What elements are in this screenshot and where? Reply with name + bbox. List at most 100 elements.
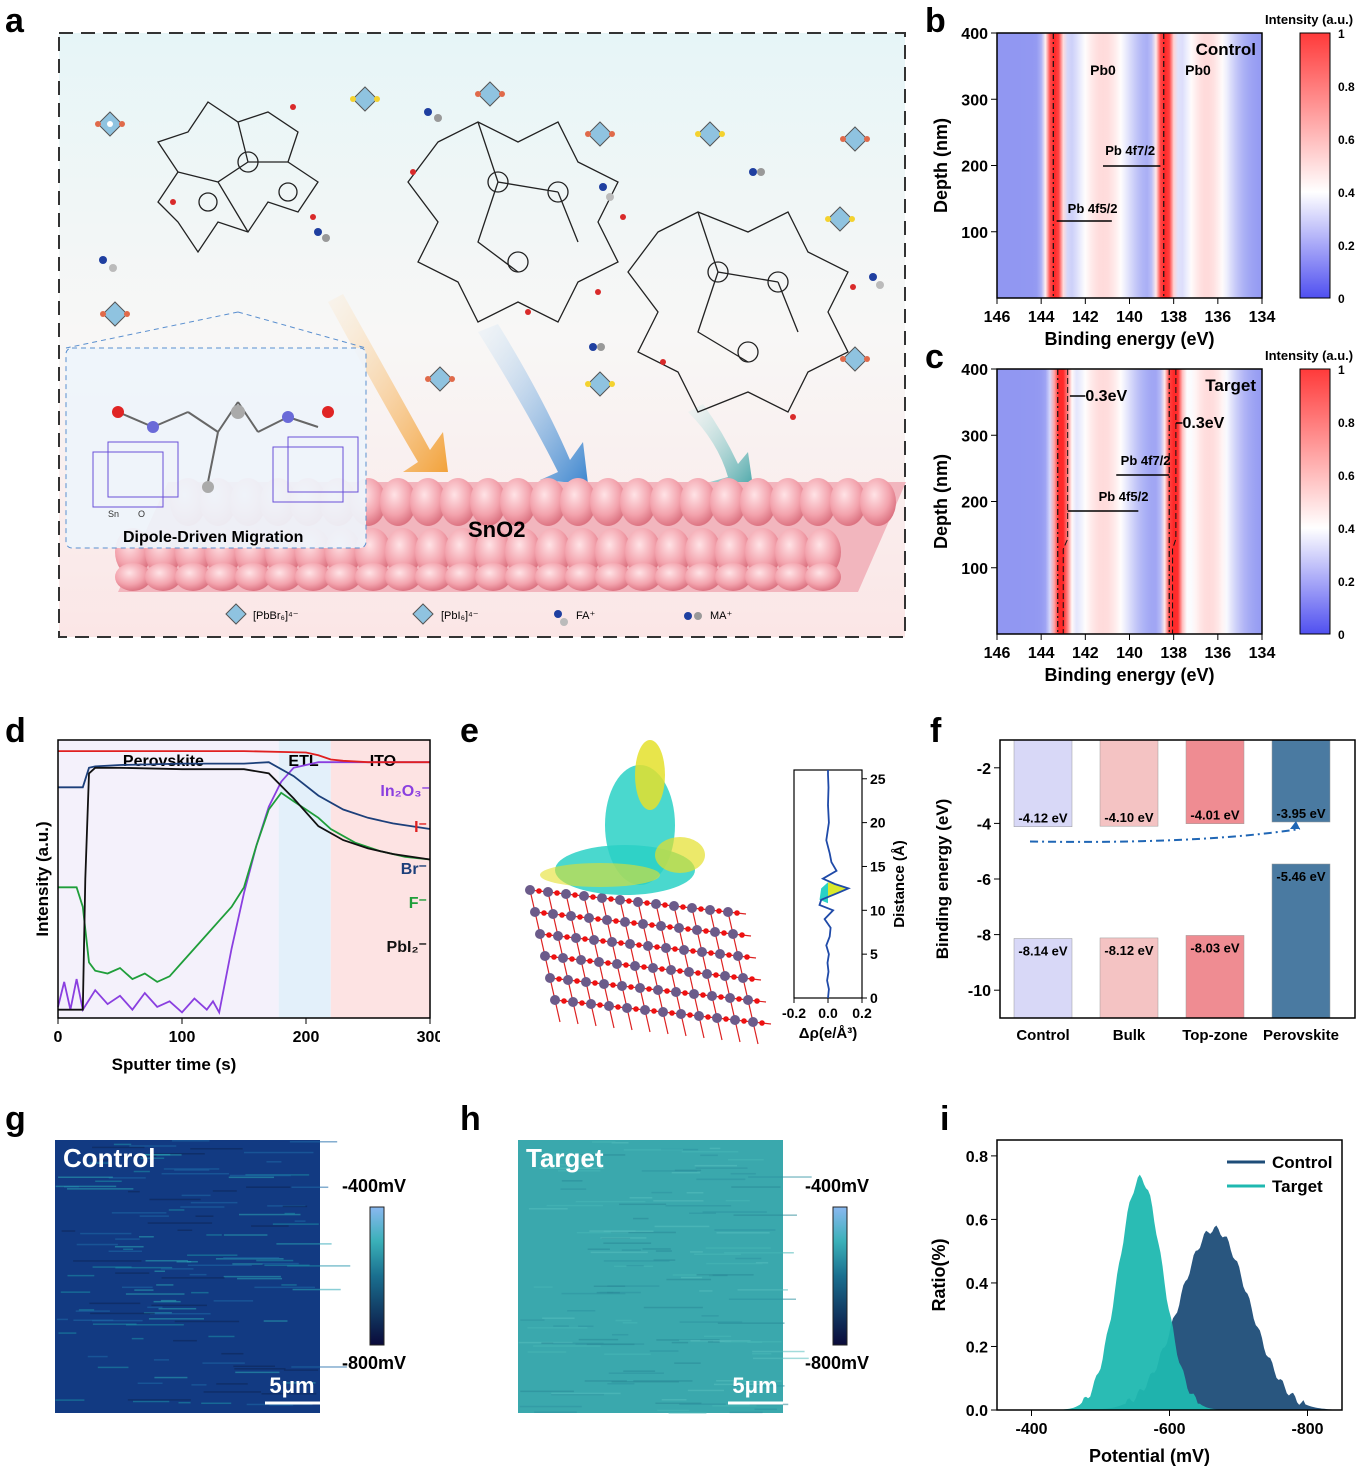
kpfm-colorbar-top: -400mV <box>342 1176 406 1196</box>
kpfm-streak <box>181 1194 211 1197</box>
series-line-I- <box>58 750 430 764</box>
kpfm-streak <box>180 1206 225 1208</box>
x-tick-label: -600 <box>1153 1421 1185 1438</box>
kpfm-streak <box>234 1368 286 1370</box>
region-label-etl: ETL <box>288 753 318 770</box>
kpfm-streak <box>115 1272 150 1274</box>
bar-cbm-Perovskite <box>1271 739 1331 823</box>
kpfm-streak <box>534 1411 577 1413</box>
x-tick-label: 144 <box>1028 309 1055 326</box>
kpfm-streak <box>133 1170 150 1173</box>
kpfm-streak <box>113 1143 132 1146</box>
kpfm-streak <box>187 1264 252 1267</box>
kpfm-streak <box>706 1262 763 1265</box>
kpfm-streak <box>154 1376 188 1379</box>
bar-label-vbm: -5.46 eV <box>1276 869 1325 884</box>
histogram-Control <box>1017 1225 1336 1410</box>
y-tick-label: 400 <box>961 362 988 379</box>
kpfm-streak <box>195 1215 214 1217</box>
kpfm-label: Target <box>526 1143 604 1173</box>
substrate-sphere <box>775 563 811 591</box>
kpfm-streak <box>752 1352 772 1355</box>
y-tick-label: 0.0 <box>966 1403 988 1420</box>
kpfm-streak <box>174 1169 210 1171</box>
kpfm-streak <box>150 1312 211 1315</box>
bar-vbm-Top-zone <box>1185 935 1245 1019</box>
kpfm-streak <box>55 1185 117 1188</box>
x-tick-label: 144 <box>1028 645 1055 662</box>
kpfm-streak <box>694 1164 737 1167</box>
panel-letter-d: d <box>5 712 26 750</box>
kpfm-streak <box>533 1345 601 1347</box>
substrate-sphere <box>505 528 541 576</box>
kpfm-streak <box>153 1359 170 1361</box>
kpfm-streak <box>215 1258 284 1260</box>
x-tick-label: 136 <box>1204 645 1231 662</box>
kpfm-streak <box>709 1147 721 1150</box>
substrate-sphere <box>535 528 571 576</box>
kpfm-streak <box>748 1176 812 1178</box>
kpfm-streak <box>223 1275 281 1278</box>
charge-cloud-yellow <box>540 863 660 887</box>
y-tick-label: 300 <box>961 92 988 109</box>
kpfm-streak <box>694 1253 742 1256</box>
region-etl <box>278 740 331 1018</box>
kpfm-streak <box>586 1343 635 1346</box>
kpfm-streak <box>292 1288 341 1291</box>
substrate-sphere <box>590 478 626 526</box>
kpfm-streak <box>623 1149 683 1151</box>
substrate-sphere <box>175 563 211 591</box>
kpfm-streak <box>700 1154 718 1157</box>
series-label-Br-: Br⁻ <box>401 861 427 878</box>
kpfm-streak <box>139 1153 171 1156</box>
kpfm-streak <box>92 1323 137 1325</box>
kpfm-streak <box>575 1200 646 1203</box>
kpfm-streak <box>671 1171 701 1174</box>
substrate-sphere <box>745 563 781 591</box>
legend-pbbr6: [PbBr₆]⁴⁻ <box>253 610 299 622</box>
kpfm-streak <box>611 1381 679 1383</box>
kpfm-streak <box>126 1324 184 1326</box>
substrate-sphere <box>650 478 686 526</box>
kpfm-streak <box>229 1174 291 1177</box>
colorbar-tick-label: 0.6 <box>1338 133 1355 147</box>
x-axis-label: Potential (mV) <box>1089 1446 1210 1466</box>
kpfm-streak <box>623 1370 656 1372</box>
substrate-sphere <box>380 478 416 526</box>
kpfm-streak <box>690 1251 703 1253</box>
kpfm-colorbar <box>369 1206 385 1346</box>
kpfm-streak <box>561 1292 626 1295</box>
bar-label-cbm: -3.95 eV <box>1276 806 1325 821</box>
kpfm-streak <box>520 1390 574 1393</box>
colorbar-tick-label: 0.8 <box>1338 80 1355 94</box>
y-tick-label: 400 <box>961 26 988 43</box>
kpfm-streak <box>593 1285 626 1287</box>
kpfm-streak <box>717 1322 785 1324</box>
colorbar-tick-label: 0 <box>1338 292 1345 306</box>
panel-letter-b: b <box>925 2 946 40</box>
kpfm-streak <box>266 1161 282 1163</box>
kpfm-streak <box>154 1270 166 1273</box>
kpfm-streak <box>703 1335 732 1338</box>
y-tick-label: 25 <box>870 771 886 787</box>
kpfm-streak <box>206 1234 222 1236</box>
x-tick-label: 142 <box>1072 645 1099 662</box>
kpfm-streak <box>134 1289 154 1291</box>
kpfm-streak <box>289 1141 338 1143</box>
kpfm-streak <box>657 1409 690 1412</box>
kpfm-streak <box>115 1238 140 1240</box>
kpfm-streak <box>576 1231 629 1234</box>
kpfm-streak <box>701 1315 719 1317</box>
panel-letter-g: g <box>5 1100 26 1138</box>
substrate-sphere <box>620 478 656 526</box>
kpfm-streak <box>732 1385 785 1387</box>
kpfm-streak <box>75 1310 110 1312</box>
kpfm-streak <box>168 1209 185 1211</box>
kpfm-streak <box>747 1341 763 1344</box>
substrate-sphere <box>830 478 866 526</box>
kpfm-streak <box>607 1285 660 1287</box>
kpfm-streak <box>269 1404 294 1406</box>
kpfm-streak <box>642 1248 671 1250</box>
plot-frame <box>57 739 431 1019</box>
